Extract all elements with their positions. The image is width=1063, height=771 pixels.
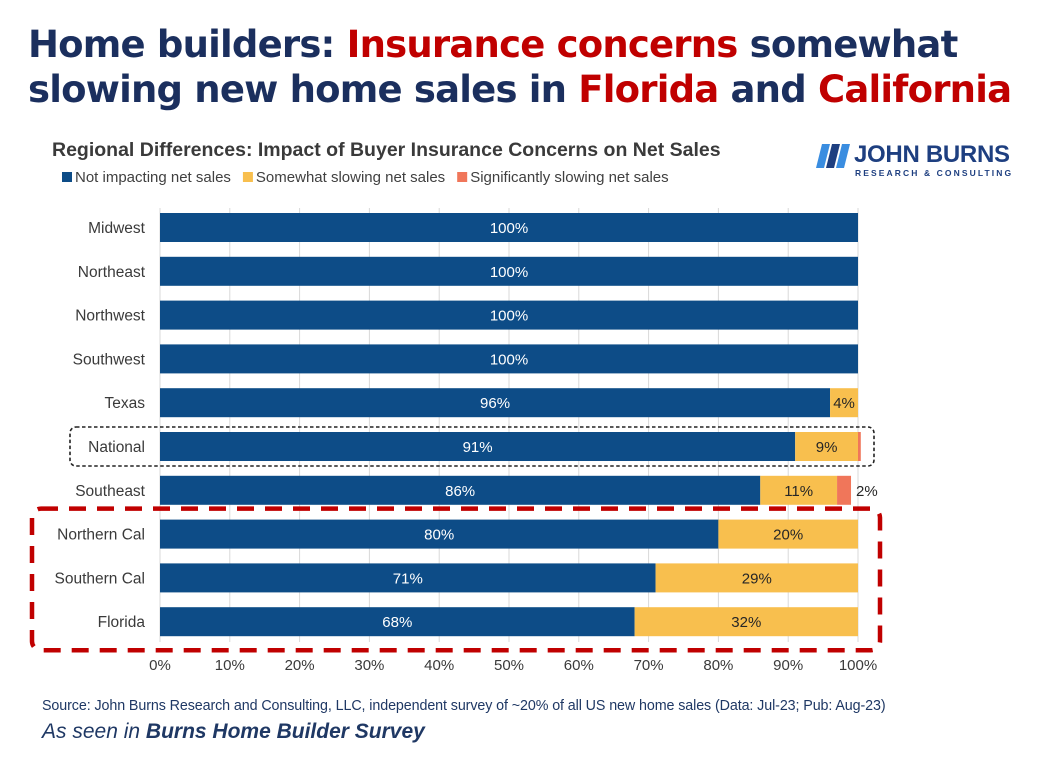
x-tick-label: 40% xyxy=(424,657,454,674)
bar-segment-0 xyxy=(160,607,635,637)
x-tick-label: 70% xyxy=(634,657,664,674)
category-label: Northeast xyxy=(78,264,146,281)
x-tick-label: 100% xyxy=(839,657,877,674)
data-label: 29% xyxy=(742,570,772,587)
legend-swatch-1 xyxy=(242,172,253,182)
category-label: Southeast xyxy=(75,483,145,500)
category-label: Northwest xyxy=(75,308,145,325)
headline-highlight-insurance: Insurance concerns xyxy=(346,23,739,66)
data-label: 2% xyxy=(856,483,878,500)
bar-segment-0 xyxy=(160,519,719,549)
stacked-bar-chart: Regional Differences: Impact of Buyer In… xyxy=(29,139,883,674)
bar-segment-0 xyxy=(160,344,858,374)
logo-subtitle: RESEARCH & CONSULTING xyxy=(855,168,1014,178)
national-highlight-box xyxy=(69,426,875,467)
data-label: 100% xyxy=(490,308,528,325)
bar-segment-0 xyxy=(160,300,858,330)
data-label: 11% xyxy=(784,483,813,500)
bar-segment-1 xyxy=(760,475,838,505)
headline-part-1: Home builders: xyxy=(28,23,347,66)
data-label: 91% xyxy=(463,439,493,456)
headline-highlight-florida: Florida xyxy=(578,68,719,111)
john-burns-logo: JOHN BURNS RESEARCH & CONSULTING xyxy=(814,140,1024,180)
as-seen-in-note: As seen in Burns Home Builder Survey xyxy=(42,720,425,744)
data-label: 100% xyxy=(490,220,528,237)
category-label: Southwest xyxy=(73,351,146,368)
legend-swatch-0 xyxy=(62,172,72,182)
bar-segment-0 xyxy=(160,388,831,418)
bar-segment-0 xyxy=(160,432,796,461)
category-label: Northern Cal xyxy=(57,527,145,544)
category-label: Southern Cal xyxy=(55,570,145,587)
headline-highlight-california: California xyxy=(818,68,1012,111)
logo-name: JOHN BURNS xyxy=(854,141,1010,168)
x-tick-label: 60% xyxy=(564,657,594,674)
data-label: 9% xyxy=(816,439,838,456)
x-tick-label: 90% xyxy=(773,657,803,674)
page-headline: Home builders: Insurance concerns somewh… xyxy=(28,22,1038,112)
survey-name: Burns Home Builder Survey xyxy=(145,720,425,743)
source-note: Source: John Burns Research and Consulti… xyxy=(42,698,886,714)
data-label: 86% xyxy=(445,483,475,500)
bar-segment-0 xyxy=(160,213,858,242)
bar-segment-2 xyxy=(837,475,852,505)
data-label: 80% xyxy=(424,527,454,544)
data-label: 96% xyxy=(480,395,510,412)
chart-title: Regional Differences: Impact of Buyer In… xyxy=(52,139,721,161)
bar-segment-1 xyxy=(718,519,858,549)
bar-segment-1 xyxy=(830,388,858,418)
category-label: Midwest xyxy=(88,220,146,237)
data-label: 20% xyxy=(773,527,803,544)
headline-part-3: somewhat slowing new home sales in xyxy=(28,23,958,111)
data-label: 100% xyxy=(490,351,528,368)
legend-label-0: Not impacting net sales xyxy=(75,169,231,186)
legend-label-2: Significantly slowing net sales xyxy=(470,169,668,186)
category-label: National xyxy=(88,439,145,456)
as-seen-in-prefix: As seen in xyxy=(42,720,146,743)
data-label: 4% xyxy=(833,395,855,412)
category-label: Texas xyxy=(105,395,146,412)
bar-segment-0 xyxy=(160,256,858,286)
california-florida-highlight-box xyxy=(29,506,883,653)
johnburns-logo-icon xyxy=(816,144,850,168)
category-label: Florida xyxy=(98,614,146,631)
data-label: 71% xyxy=(393,570,423,587)
x-tick-label: 50% xyxy=(494,657,524,674)
bar-segment-1 xyxy=(655,563,858,593)
x-tick-label: 30% xyxy=(354,657,384,674)
data-label: 100% xyxy=(490,264,528,281)
bar-segment-0 xyxy=(160,563,656,593)
bar-segment-1 xyxy=(634,607,858,637)
x-tick-label: 20% xyxy=(285,657,315,674)
legend-swatch-2 xyxy=(457,172,468,182)
legend-label-1: Somewhat slowing net sales xyxy=(256,169,445,186)
headline-part-5: and xyxy=(718,68,818,111)
x-tick-label: 10% xyxy=(215,657,245,674)
bar-segment-1 xyxy=(795,432,858,461)
bar-segment-2 xyxy=(858,432,861,461)
bar-segment-0 xyxy=(160,475,761,505)
x-tick-label: 0% xyxy=(149,657,171,674)
data-label: 68% xyxy=(382,614,412,631)
data-label: 32% xyxy=(731,614,761,631)
x-tick-label: 80% xyxy=(703,657,733,674)
